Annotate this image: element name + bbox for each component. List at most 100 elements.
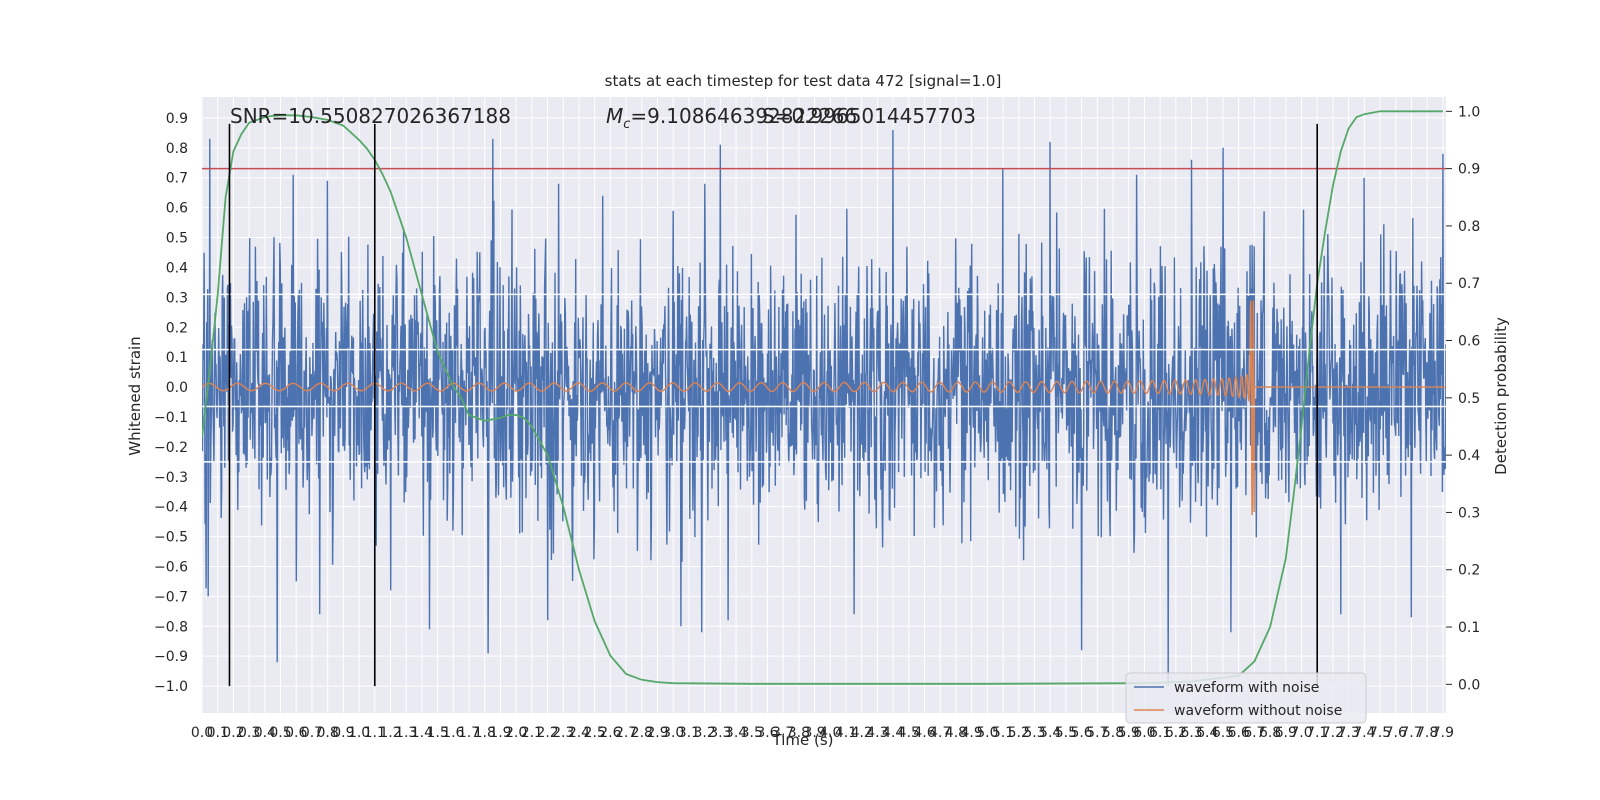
snr-annotation: SNR=10.550827026367188 — [230, 104, 511, 128]
y-tick-label: 0.0 — [166, 380, 188, 396]
x-tick-label: 6.7 — [1243, 725, 1265, 741]
x-tick-label: 4.8 — [945, 725, 967, 741]
x-tick-label: 0.0 — [191, 725, 213, 741]
x-tick-label: 5.9 — [1118, 725, 1140, 741]
x-tick-label: 7.2 — [1322, 725, 1344, 741]
y2-tick-label: 0.2 — [1458, 563, 1480, 579]
y2-tick-label: 0.1 — [1458, 620, 1480, 636]
x-tick-label: 4.3 — [866, 725, 888, 741]
x-tick-label: 6.4 — [1196, 725, 1218, 741]
x-tick-label: 0.7 — [301, 725, 323, 741]
x-tick-label: 6.2 — [1165, 725, 1187, 741]
x-axis-ticks: 0.00.10.20.30.40.50.60.70.80.91.01.11.21… — [191, 725, 1454, 741]
x-tick-label: 7.0 — [1290, 725, 1312, 741]
x-tick-label: 3.8 — [788, 725, 810, 741]
overlap-annotation: S=0.9965014457703 — [762, 104, 976, 128]
x-tick-label: 7.8 — [1416, 725, 1438, 741]
y-tick-label: 0.2 — [166, 320, 188, 336]
x-tick-label: 0.5 — [269, 725, 291, 741]
x-tick-label: 2.6 — [599, 725, 621, 741]
y-tick-label: −0.8 — [154, 619, 188, 635]
x-tick-label: 7.6 — [1385, 725, 1407, 741]
x-tick-label: 4.4 — [882, 725, 904, 741]
y-tick-label: 0.7 — [166, 171, 188, 187]
x-tick-label: 3.2 — [693, 725, 715, 741]
x-tick-label: 5.3 — [1023, 725, 1045, 741]
y-tick-label: −0.1 — [154, 410, 188, 426]
x-tick-label: 2.2 — [536, 725, 558, 741]
x-tick-label: 6.3 — [1180, 725, 1202, 741]
x-tick-label: 2.7 — [615, 725, 637, 741]
x-tick-label: 0.6 — [285, 725, 307, 741]
x-tick-label: 5.6 — [1070, 725, 1092, 741]
x-tick-label: 6.8 — [1259, 725, 1281, 741]
legend-label: waveform with noise — [1174, 680, 1319, 696]
chart-title: stats at each timestep for test data 472… — [605, 72, 1002, 90]
x-tick-label: 2.4 — [568, 725, 590, 741]
x-tick-label: 1.7 — [458, 725, 480, 741]
x-tick-label: 7.5 — [1369, 725, 1391, 741]
x-tick-label: 1.1 — [364, 725, 386, 741]
y2-tick-label: 1.0 — [1458, 104, 1480, 120]
y2-axis-ticks: 0.0 0.1 0.2 0.3 0.4 0.5 0.6 0.7 0.8 0.9 1.0 — [1446, 104, 1480, 693]
x-tick-label: 2.5 — [584, 725, 606, 741]
y-axis-ticks: −1.0 −0.9 −0.8 −0.7 −0.6 −0.5 −0.4 −0.3 −0.2 −0.1… — [154, 111, 188, 695]
event-vlines — [228, 123, 1319, 687]
x-tick-label: 7.3 — [1337, 725, 1359, 741]
y2-tick-label: 0.6 — [1458, 334, 1480, 350]
series-waveform-without-noise — [202, 300, 1446, 516]
y-tick-label: 0.1 — [166, 350, 188, 366]
x-tick-label: 4.5 — [898, 725, 920, 741]
x-tick-label: 5.4 — [1039, 725, 1061, 741]
x-tick-label: 0.4 — [254, 725, 276, 741]
x-tick-label: 5.2 — [1008, 725, 1030, 741]
x-tick-label: 5.1 — [992, 725, 1014, 741]
x-tick-label: 6.5 — [1212, 725, 1234, 741]
y-tick-label: 0.3 — [166, 290, 188, 306]
x-tick-label: 3.9 — [803, 725, 825, 741]
x-axis-label: Time (s) — [772, 731, 834, 749]
x-tick-label: 7.9 — [1432, 725, 1454, 741]
x-tick-label: 4.6 — [913, 725, 935, 741]
x-tick-label: 6.9 — [1275, 725, 1297, 741]
x-tick-label: 6.1 — [1149, 725, 1171, 741]
y2-tick-label: 0.9 — [1458, 162, 1480, 178]
x-tick-label: 7.1 — [1306, 725, 1328, 741]
chirp-mass-subscript: c — [623, 117, 630, 132]
x-tick-label: 1.2 — [379, 725, 401, 741]
x-tick-label: 6.6 — [1228, 725, 1250, 741]
y-tick-label: −0.7 — [154, 589, 188, 605]
x-tick-label: 3.6 — [756, 725, 778, 741]
y2-axis-label: Detection probability — [1492, 317, 1510, 475]
x-tick-label: 4.9 — [961, 725, 983, 741]
x-tick-label: 3.4 — [725, 725, 747, 741]
x-tick-label: 2.1 — [521, 725, 543, 741]
y2-tick-label: 0.5 — [1458, 391, 1480, 407]
chirp-mass-value: =9.108646392822266 — [630, 104, 857, 128]
y-tick-label: 0.6 — [166, 201, 188, 217]
series-detection-probability — [202, 110, 1443, 685]
x-tick-label: 3.7 — [772, 725, 794, 741]
y-axis-label: Whitened strain — [126, 336, 144, 455]
y-tick-label: 0.8 — [166, 141, 188, 157]
x-tick-label: 6.0 — [1133, 725, 1155, 741]
legend: waveform with noise waveform without nois… — [1125, 672, 1367, 724]
x-tick-label: 0.9 — [332, 725, 354, 741]
y2-tick-label: 0.0 — [1458, 677, 1480, 693]
x-tick-label: 7.7 — [1400, 725, 1422, 741]
x-tick-label: 5.0 — [976, 725, 998, 741]
x-tick-label: 4.2 — [851, 725, 873, 741]
y-tick-label: 0.9 — [166, 111, 188, 127]
white-hlines — [202, 293, 1446, 463]
x-tick-label: 2.9 — [646, 725, 668, 741]
legend-box — [1125, 672, 1367, 724]
x-tick-label: 0.2 — [222, 725, 244, 741]
x-tick-label: 4.0 — [819, 725, 841, 741]
x-tick-label: 1.6 — [442, 725, 464, 741]
x-tick-label: 0.1 — [207, 725, 229, 741]
x-tick-label: 2.8 — [631, 725, 653, 741]
y-tick-label: −0.2 — [154, 440, 188, 456]
series-waveform-with-noise — [202, 129, 1446, 687]
y2-tick-label: 0.3 — [1458, 505, 1480, 521]
